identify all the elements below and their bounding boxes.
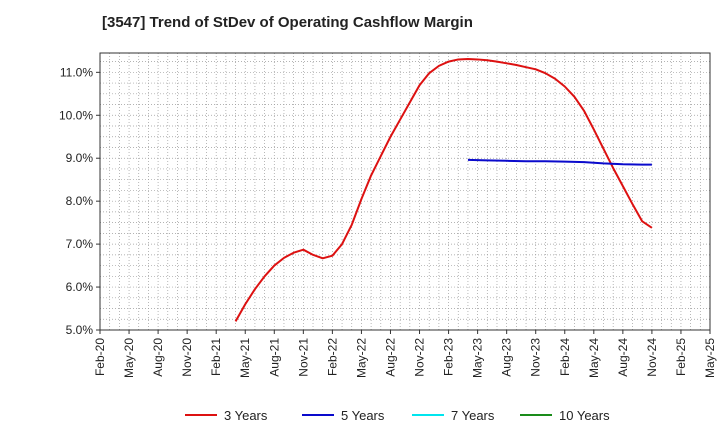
- plot-area-border: [99, 52, 711, 331]
- y-tick-label: 5.0%: [66, 323, 94, 337]
- x-tick-label: May-24: [587, 338, 601, 378]
- x-tick-label: May-25: [703, 338, 717, 378]
- grid-lines: [99, 53, 711, 331]
- legend-label: 10 Years: [559, 408, 610, 423]
- series-line-1: [467, 158, 652, 166]
- legend-label: 5 Years: [341, 408, 385, 423]
- legend-label: 7 Years: [451, 408, 495, 423]
- x-tick-label: Feb-20: [93, 338, 107, 376]
- y-tick-label: 9.0%: [66, 151, 94, 165]
- y-tick-label: 11.0%: [60, 65, 93, 79]
- x-tick-label: Feb-23: [442, 338, 456, 376]
- series-lines: [234, 58, 653, 322]
- x-tick-label: Feb-25: [674, 338, 688, 376]
- chart-title: [3547] Trend of StDev of Operating Cashf…: [102, 14, 473, 31]
- y-axis-ticks: 5.0% 6.0% 7.0% 8.0% 9.0% 10.0% 11.0%: [59, 65, 100, 337]
- x-axis-ticks: Feb-20 May-20 Aug-20 Nov-20 Feb-21 May-21 Aug-…: [93, 330, 717, 378]
- x-tick-label: Aug-21: [267, 338, 281, 377]
- x-tick-label: Nov-22: [413, 338, 427, 377]
- x-tick-label: May-21: [238, 338, 252, 378]
- x-tick-label: Feb-22: [325, 338, 339, 376]
- legend: 3 Years 5 Years 7 Years 10 Years: [185, 408, 610, 423]
- series-line-0: [234, 58, 653, 322]
- x-tick-label: Aug-20: [151, 338, 165, 377]
- y-tick-label: 6.0%: [66, 280, 94, 294]
- x-tick-label: May-20: [122, 338, 136, 378]
- x-tick-label: Nov-23: [529, 338, 543, 377]
- y-tick-label: 10.0%: [59, 108, 93, 122]
- x-tick-label: Aug-23: [500, 338, 514, 377]
- y-tick-label: 8.0%: [66, 194, 94, 208]
- x-tick-label: Aug-24: [616, 338, 630, 377]
- legend-label: 3 Years: [224, 408, 268, 423]
- x-tick-label: Feb-21: [209, 338, 223, 376]
- x-tick-label: Nov-24: [645, 338, 659, 377]
- x-tick-label: Nov-21: [296, 338, 310, 377]
- x-tick-label: Feb-24: [558, 338, 572, 376]
- x-tick-label: May-23: [471, 338, 485, 378]
- x-tick-label: Aug-22: [383, 338, 397, 377]
- y-tick-label: 7.0%: [66, 237, 94, 251]
- x-tick-label: May-22: [354, 338, 368, 378]
- x-tick-label: Nov-20: [180, 338, 194, 377]
